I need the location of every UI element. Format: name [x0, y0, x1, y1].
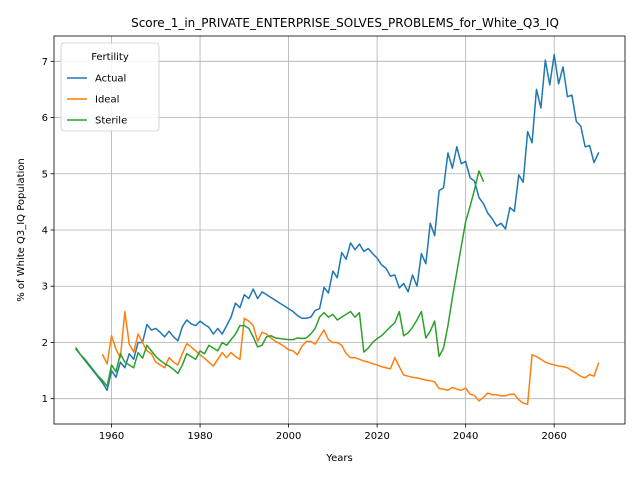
y-axis-label: % of White Q3_IQ Population — [16, 158, 27, 302]
x-tick-label: 2040 — [453, 431, 478, 442]
y-tick-label: 1 — [42, 394, 48, 405]
y-tick-label: 5 — [42, 169, 48, 180]
legend-label-sterile: Sterile — [95, 116, 127, 127]
legend-label-ideal: Ideal — [95, 95, 119, 106]
x-tick-label: 2000 — [276, 431, 301, 442]
legend: Fertility Actual Ideal Sterile — [60, 42, 160, 132]
x-tick-label: 2020 — [364, 431, 389, 442]
y-tick-label: 4 — [42, 226, 48, 237]
x-tick-label: 1980 — [187, 431, 212, 442]
y-tick-label: 6 — [42, 113, 48, 124]
series-line-ideal — [101, 310, 600, 406]
y-tick-label: 3 — [42, 282, 48, 293]
series-line-sterile — [75, 170, 485, 388]
x-axis-ticks: 1960 1980 2000 2020 2040 2060 — [99, 424, 567, 442]
series-line-actual — [75, 53, 600, 392]
chart-title: Score_1_in_PRIVATE_ENTERPRISE_SOLVES_PRO… — [131, 16, 559, 30]
series-lines — [75, 53, 600, 406]
y-tick-label: 7 — [42, 57, 48, 68]
x-tick-label: 2060 — [541, 431, 566, 442]
legend-box — [60, 42, 160, 132]
grid-lines — [54, 36, 625, 424]
legend-label-actual: Actual — [95, 74, 126, 85]
legend-title: Fertility — [91, 52, 129, 63]
x-axis-label: Years — [325, 453, 352, 464]
x-tick-label: 1960 — [99, 431, 124, 442]
y-tick-label: 2 — [42, 338, 48, 349]
y-axis-ticks: 1 2 3 4 5 6 7 — [42, 57, 54, 405]
